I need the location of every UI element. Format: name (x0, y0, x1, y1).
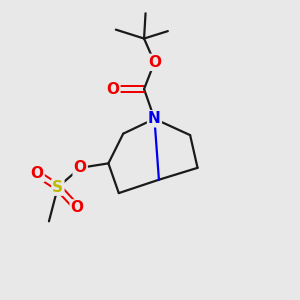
Text: O: O (71, 200, 84, 215)
Text: S: S (52, 180, 63, 195)
Text: O: O (74, 160, 87, 175)
Text: N: N (148, 111, 161, 126)
Text: O: O (148, 55, 161, 70)
Text: O: O (106, 82, 119, 97)
Text: O: O (31, 166, 44, 181)
